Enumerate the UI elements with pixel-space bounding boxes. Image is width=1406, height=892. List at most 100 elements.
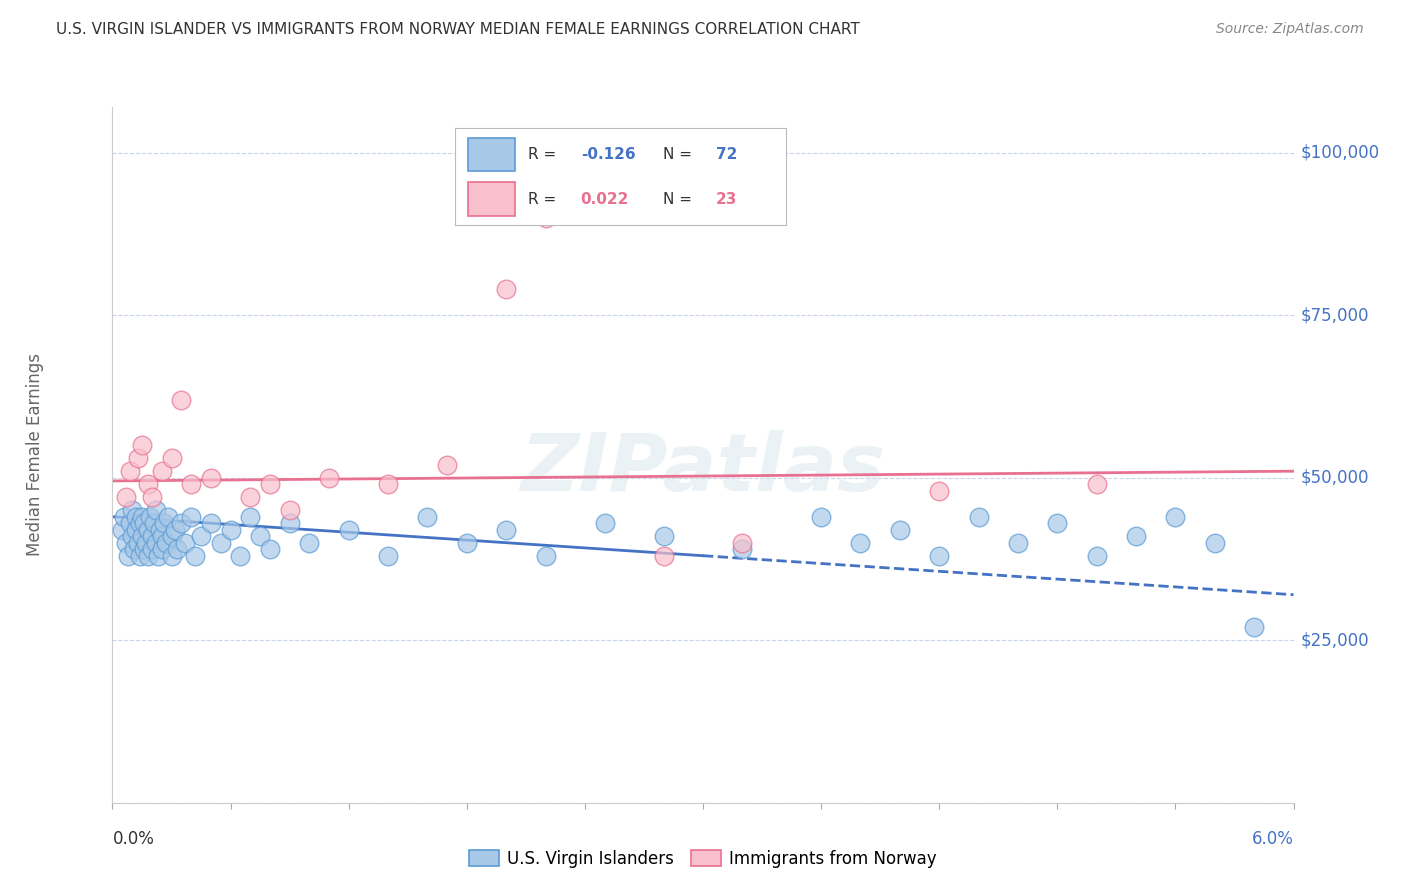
Point [239, 509, 262, 524]
Point [337, 523, 360, 537]
Point [112, 509, 135, 524]
Point [174, 535, 197, 549]
Point [278, 516, 301, 531]
Point [136, 477, 159, 491]
Point [652, 549, 675, 563]
Point [1085, 549, 1108, 563]
Point [122, 542, 145, 557]
Point [534, 211, 557, 225]
Point [160, 451, 183, 466]
Point [200, 516, 222, 531]
Point [115, 535, 138, 549]
Point [1243, 620, 1265, 634]
Point [1164, 509, 1187, 524]
Point [219, 523, 242, 537]
Point [129, 549, 152, 563]
Point [120, 464, 142, 478]
Point [141, 490, 163, 504]
Point [1085, 477, 1108, 491]
Point [184, 549, 207, 563]
Point [132, 542, 155, 557]
Point [131, 438, 153, 452]
Point [160, 549, 183, 563]
Text: $100,000: $100,000 [1301, 144, 1379, 161]
Point [416, 509, 439, 524]
Text: $50,000: $50,000 [1301, 468, 1369, 487]
Point [135, 535, 157, 549]
Point [652, 529, 675, 543]
Point [229, 549, 252, 563]
Point [146, 549, 169, 563]
Point [928, 483, 950, 498]
Point [967, 509, 990, 524]
Point [180, 477, 202, 491]
Point [165, 523, 187, 537]
Text: 6.0%: 6.0% [1251, 830, 1294, 847]
Point [142, 516, 165, 531]
Text: $75,000: $75,000 [1301, 306, 1369, 324]
Point [150, 464, 173, 478]
Point [129, 516, 152, 531]
Point [456, 535, 478, 549]
Point [141, 542, 163, 557]
Point [145, 535, 167, 549]
Point [298, 535, 321, 549]
Point [121, 529, 143, 543]
Point [731, 535, 754, 549]
Point [127, 535, 149, 549]
Point [131, 509, 153, 524]
Point [136, 549, 159, 563]
Legend: U.S. Virgin Islanders, Immigrants from Norway: U.S. Virgin Islanders, Immigrants from N… [463, 843, 943, 874]
Point [180, 509, 202, 524]
Point [849, 535, 872, 549]
Point [120, 516, 142, 531]
Point [190, 529, 212, 543]
Point [149, 523, 172, 537]
Point [239, 490, 262, 504]
Point [111, 523, 134, 537]
Point [1125, 529, 1147, 543]
Point [377, 477, 399, 491]
Point [139, 509, 162, 524]
Point [160, 529, 183, 543]
Text: Source: ZipAtlas.com: Source: ZipAtlas.com [1216, 22, 1364, 37]
Point [259, 477, 281, 491]
Point [125, 509, 148, 524]
Point [170, 392, 193, 407]
Point [1046, 516, 1069, 531]
Point [131, 529, 153, 543]
Point [136, 523, 159, 537]
Point [1007, 535, 1029, 549]
Point [377, 549, 399, 563]
Point [117, 549, 139, 563]
Point [150, 542, 173, 557]
Text: U.S. VIRGIN ISLANDER VS IMMIGRANTS FROM NORWAY MEDIAN FEMALE EARNINGS CORRELATIO: U.S. VIRGIN ISLANDER VS IMMIGRANTS FROM … [56, 22, 860, 37]
Point [928, 549, 950, 563]
Point [156, 509, 179, 524]
Point [495, 282, 517, 296]
Point [145, 503, 167, 517]
Point [132, 516, 155, 531]
Point [127, 451, 149, 466]
Point [121, 503, 143, 517]
Point [155, 535, 177, 549]
Point [150, 529, 173, 543]
Point [249, 529, 271, 543]
Point [810, 509, 832, 524]
Point [436, 458, 458, 472]
Point [278, 503, 301, 517]
Text: $25,000: $25,000 [1301, 632, 1369, 649]
Point [495, 523, 517, 537]
Point [166, 542, 188, 557]
Text: Median Female Earnings: Median Female Earnings [27, 353, 44, 557]
Point [1204, 535, 1226, 549]
Point [534, 549, 557, 563]
Point [141, 529, 163, 543]
Point [259, 542, 281, 557]
Point [125, 523, 148, 537]
Point [170, 516, 193, 531]
Point [200, 471, 222, 485]
Point [115, 490, 138, 504]
Point [209, 535, 232, 549]
Point [731, 542, 754, 557]
